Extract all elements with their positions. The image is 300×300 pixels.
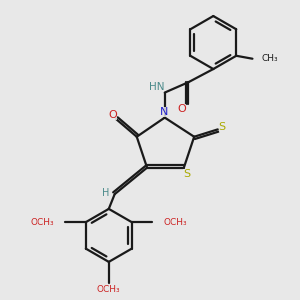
Text: OCH₃: OCH₃ — [164, 218, 187, 226]
Text: CH₃: CH₃ — [261, 54, 278, 63]
Text: OCH₃: OCH₃ — [97, 285, 121, 294]
Text: N: N — [160, 107, 168, 117]
Text: OCH₃: OCH₃ — [30, 218, 54, 226]
Text: HN: HN — [149, 82, 164, 92]
Text: O: O — [177, 104, 186, 114]
Text: S: S — [183, 169, 190, 179]
Text: O: O — [108, 110, 117, 120]
Text: S: S — [219, 122, 226, 132]
Text: H: H — [102, 188, 110, 198]
